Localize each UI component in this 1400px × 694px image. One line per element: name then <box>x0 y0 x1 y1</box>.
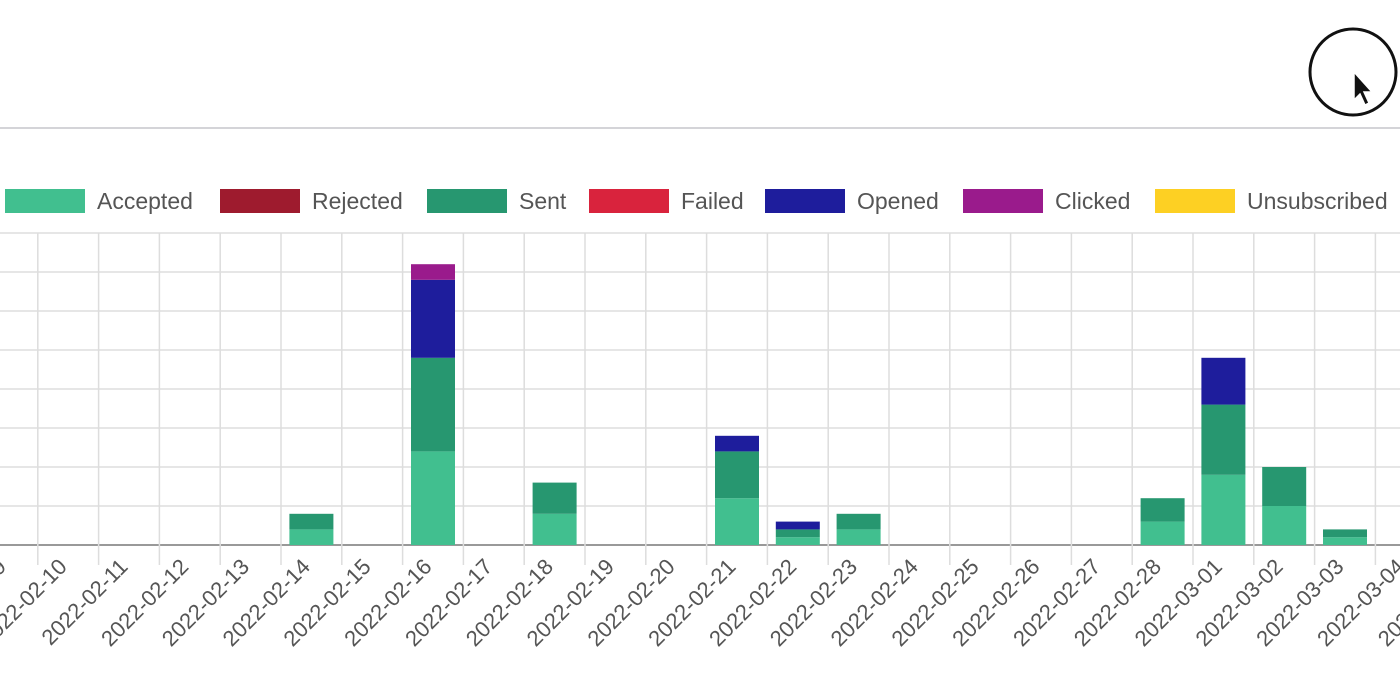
grid <box>0 232 1400 565</box>
bar-accepted-2022-02-22[interactable] <box>775 537 820 545</box>
legend-item-accepted[interactable]: Accepted <box>5 188 193 214</box>
legend-label: Failed <box>681 188 744 214</box>
bar-accepted-2022-02-18[interactable] <box>532 513 577 545</box>
legend-swatch <box>220 189 300 213</box>
legend-label: Accepted <box>97 188 193 214</box>
bar-sent-2022-03-01[interactable] <box>1201 404 1246 475</box>
legend-swatch <box>963 189 1043 213</box>
legend-item-unsubscribed[interactable]: Unsubscribed <box>1155 188 1388 214</box>
bar-sent-2022-02-23[interactable] <box>836 513 881 530</box>
legend-swatch <box>427 189 507 213</box>
bar-sent-2022-02-28[interactable] <box>1140 498 1185 522</box>
bar-accepted-2022-02-21[interactable] <box>715 498 759 545</box>
bar-accepted-2022-02-23[interactable] <box>836 529 881 545</box>
legend: Accepted Rejected Sent Failed Opened Clicked U… <box>5 188 1388 214</box>
legend-label: Unsubscribed <box>1247 188 1388 214</box>
bars <box>289 264 1367 545</box>
bar-sent-2022-02-18[interactable] <box>532 482 577 514</box>
legend-item-sent[interactable]: Sent <box>427 188 567 214</box>
legend-item-rejected[interactable]: Rejected <box>220 188 403 214</box>
bar-sent-2022-02-22[interactable] <box>775 529 820 538</box>
legend-item-opened[interactable]: Opened <box>765 188 939 214</box>
legend-label: Clicked <box>1055 188 1130 214</box>
x-axis-ticks: 2022-02-092022-02-102022-02-112022-02-12… <box>0 554 1400 651</box>
legend-label: Sent <box>519 188 567 214</box>
bar-opened-2022-02-21[interactable] <box>715 435 759 452</box>
legend-item-clicked[interactable]: Clicked <box>963 188 1130 214</box>
bar-sent-2022-03-02[interactable] <box>1262 467 1307 506</box>
bar-accepted-2022-02-16[interactable] <box>411 451 455 545</box>
bar-sent-2022-02-16[interactable] <box>411 357 455 452</box>
bar-accepted-2022-02-28[interactable] <box>1140 521 1185 545</box>
legend-swatch <box>765 189 845 213</box>
bar-opened-2022-03-01[interactable] <box>1201 357 1246 405</box>
bar-sent-2022-02-14[interactable] <box>289 513 334 530</box>
legend-label: Rejected <box>312 188 403 214</box>
legend-label: Opened <box>857 188 939 214</box>
bar-accepted-2022-03-02[interactable] <box>1262 506 1307 545</box>
bar-opened-2022-02-22[interactable] <box>775 521 820 530</box>
bar-sent-2022-03-03[interactable] <box>1323 529 1367 538</box>
bar-sent-2022-02-21[interactable] <box>715 451 759 499</box>
bar-accepted-2022-03-03[interactable] <box>1323 537 1367 545</box>
legend-swatch <box>1155 189 1235 213</box>
bar-clicked-2022-02-16[interactable] <box>411 264 455 280</box>
legend-item-failed[interactable]: Failed <box>589 188 744 214</box>
legend-swatch <box>5 189 85 213</box>
legend-swatch <box>589 189 669 213</box>
bar-accepted-2022-02-14[interactable] <box>289 529 334 545</box>
mouse-pointer-icon <box>1308 27 1398 117</box>
bar-opened-2022-02-16[interactable] <box>411 279 455 358</box>
bar-accepted-2022-03-01[interactable] <box>1201 474 1246 545</box>
